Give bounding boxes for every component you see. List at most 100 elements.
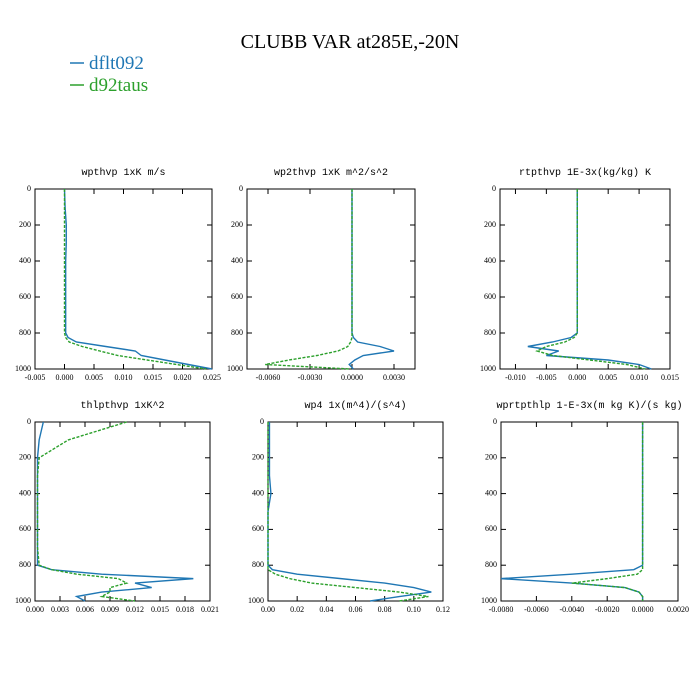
panel-title: wp2thvp 1xK m^2/s^2 — [274, 167, 388, 179]
y-tick-label: 0 — [27, 417, 31, 426]
x-tick-label: 0.009 — [101, 605, 119, 614]
plot-frame — [34, 188, 213, 370]
y-tick-label: 400 — [252, 488, 264, 497]
x-tick-label: -0.0080 — [489, 605, 514, 614]
x-tick-label: 0.005 — [85, 373, 103, 382]
series-line — [571, 422, 644, 601]
x-tick-label: 0.06 — [349, 605, 363, 614]
x-tick-label: 0.0000 — [341, 373, 363, 382]
y-tick-label: 800 — [485, 560, 497, 569]
y-tick-label: 200 — [485, 453, 497, 462]
x-tick-label: 0.00 — [261, 605, 275, 614]
x-tick-label: 0.04 — [319, 605, 333, 614]
x-tick-label: 0.021 — [201, 605, 219, 614]
y-tick-label: 400 — [19, 488, 31, 497]
y-tick-label: 600 — [485, 524, 497, 533]
y-tick-label: 600 — [19, 524, 31, 533]
y-tick-label: 1000 — [481, 596, 497, 605]
x-tick-label: 0.010 — [115, 373, 133, 382]
y-tick-label: 0 — [492, 184, 496, 193]
plot-frame — [500, 421, 679, 602]
x-tick-label: 0.12 — [436, 605, 450, 614]
y-tick-label: 1000 — [227, 364, 243, 373]
y-tick-label: 800 — [231, 328, 243, 337]
legend-label: dflt092 — [89, 53, 144, 74]
legend-label: d92taus — [89, 75, 148, 96]
x-tick-label: 0.000 — [56, 373, 74, 382]
x-tick-label: 0.015 — [151, 605, 169, 614]
x-tick-label: -0.005 — [25, 373, 46, 382]
y-tick-label: 0 — [260, 417, 264, 426]
x-tick-label: 0.018 — [176, 605, 194, 614]
x-tick-label: -0.0060 — [524, 605, 549, 614]
y-tick-label: 200 — [231, 220, 243, 229]
x-tick-label: 0.006 — [76, 605, 94, 614]
x-tick-label: 0.000 — [26, 605, 44, 614]
y-tick-label: 800 — [19, 328, 31, 337]
series-line — [527, 189, 652, 370]
y-tick-label: 1000 — [248, 596, 264, 605]
series-line — [500, 422, 644, 601]
x-tick-label: 0.010 — [630, 373, 648, 382]
series-line — [36, 421, 194, 602]
x-tick-label: 0.000 — [568, 373, 586, 382]
y-tick-label: 600 — [252, 524, 264, 533]
series-line — [63, 188, 213, 370]
x-tick-label: 0.005 — [599, 373, 617, 382]
x-tick-label: 0.015 — [661, 373, 679, 382]
x-tick-label: 0.02 — [290, 605, 304, 614]
x-tick-label: -0.0060 — [256, 373, 281, 382]
series-line — [267, 422, 432, 602]
series-line — [267, 422, 429, 602]
x-tick-label: -0.0020 — [595, 605, 620, 614]
x-tick-label: -0.005 — [536, 373, 557, 382]
x-tick-label: 0.003 — [51, 605, 69, 614]
panel-title: thlpthvp 1xK^2 — [80, 400, 164, 412]
plot-frame — [499, 188, 671, 370]
x-tick-label: -0.0030 — [298, 373, 323, 382]
x-tick-label: 0.0020 — [667, 605, 689, 614]
y-tick-label: 800 — [252, 560, 264, 569]
x-tick-label: 0.012 — [126, 605, 144, 614]
x-tick-label: 0.015 — [144, 373, 162, 382]
x-tick-label: -0.0040 — [559, 605, 584, 614]
y-tick-label: 0 — [493, 417, 497, 426]
panel-title: rtpthvp 1E-3x(kg/kg) K — [519, 167, 651, 179]
y-tick-label: 0 — [27, 184, 31, 193]
series-line — [265, 189, 353, 370]
x-tick-label: 0.020 — [174, 373, 192, 382]
y-tick-label: 400 — [485, 488, 497, 497]
x-tick-label: 0.10 — [407, 605, 421, 614]
x-tick-label: 0.025 — [203, 373, 221, 382]
plot-frame — [34, 421, 211, 602]
main-title: CLUBB VAR at285E,-20N — [241, 31, 460, 53]
panel-title: wpthvp 1xK m/s — [81, 167, 165, 179]
y-tick-label: 1000 — [480, 364, 496, 373]
y-tick-label: 200 — [252, 453, 264, 462]
y-tick-label: 400 — [484, 256, 496, 265]
y-tick-label: 800 — [484, 328, 496, 337]
y-tick-label: 1000 — [15, 596, 31, 605]
y-tick-label: 400 — [231, 256, 243, 265]
y-tick-label: 600 — [231, 292, 243, 301]
y-tick-label: 400 — [19, 256, 31, 265]
y-tick-label: 1000 — [15, 364, 31, 373]
x-tick-label: 0.0030 — [383, 373, 405, 382]
series-line — [36, 421, 136, 602]
x-tick-label: 0.0000 — [632, 605, 654, 614]
y-tick-label: 200 — [19, 453, 31, 462]
y-tick-label: 0 — [239, 184, 243, 193]
x-tick-label: 0.08 — [378, 605, 392, 614]
y-tick-label: 200 — [19, 220, 31, 229]
x-tick-label: -0.010 — [505, 373, 526, 382]
series-line — [348, 189, 395, 370]
series-line — [63, 189, 207, 370]
y-tick-label: 600 — [19, 292, 31, 301]
series-line — [535, 189, 646, 370]
y-tick-label: 600 — [484, 292, 496, 301]
panel-title: wprtpthlp 1-E-3x(m kg K)/(s kg) — [496, 400, 682, 412]
y-tick-label: 800 — [19, 560, 31, 569]
y-tick-label: 200 — [484, 220, 496, 229]
